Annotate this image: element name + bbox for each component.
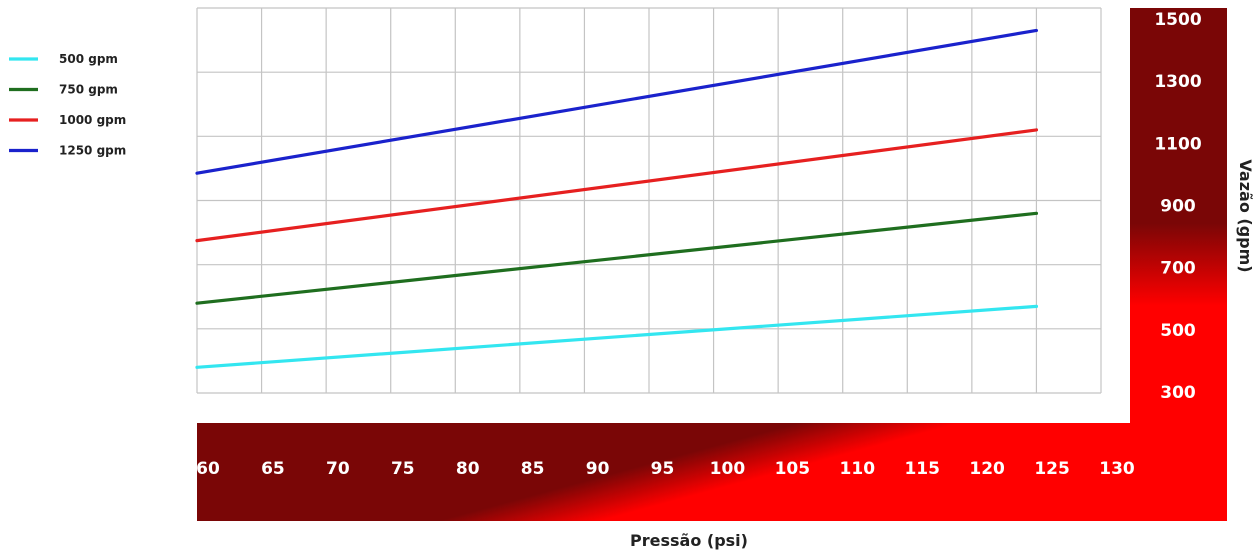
y-tick-labels: 1500 1300 1100 900 700 500 300 — [1154, 10, 1201, 403]
y-tick-label: 300 — [1160, 383, 1196, 403]
legend-label: 750 gpm — [59, 83, 118, 97]
x-tick-label: 90 — [586, 459, 610, 479]
y-tick-label: 700 — [1160, 259, 1196, 279]
x-axis-title: Pressão (psi) — [630, 531, 748, 550]
x-tick-label: 85 — [521, 459, 545, 479]
x-tick-label: 100 — [710, 459, 746, 479]
y-tick-label: 1500 — [1154, 10, 1201, 30]
series-line-1 — [195, 304, 1039, 369]
x-tick-label: 95 — [651, 459, 675, 479]
series-line-2 — [195, 211, 1039, 305]
y-tick-label: 1100 — [1154, 134, 1201, 154]
x-tick-label: 60 — [196, 459, 220, 479]
x-tick-label: 115 — [904, 459, 940, 479]
x-tick-label: 65 — [261, 459, 285, 479]
x-tick-label: 70 — [326, 459, 350, 479]
plot-area — [195, 7, 1102, 394]
y-axis-band — [1130, 8, 1227, 521]
legend-label: 1000 gpm — [59, 113, 126, 127]
y-axis-title: Vazão (gpm) — [1236, 159, 1255, 272]
x-tick-label: 120 — [969, 459, 1005, 479]
x-tick-label: 105 — [775, 459, 811, 479]
x-tick-label: 110 — [840, 459, 876, 479]
x-tick-label: 75 — [391, 459, 415, 479]
x-tick-label: 130 — [1099, 459, 1135, 479]
x-tick-label: 125 — [1034, 459, 1070, 479]
series-line-4 — [195, 28, 1039, 175]
legend-label: 1250 gpm — [59, 144, 126, 158]
y-tick-label: 500 — [1160, 321, 1196, 341]
legend: 500 gpm 750 gpm 1000 gpm 1250 gpm — [9, 52, 126, 158]
series-lines — [195, 28, 1039, 369]
legend-label: 500 gpm — [59, 52, 118, 66]
x-tick-labels: 60 65 70 75 80 85 90 95 100 105 110 115 120 125 130 — [196, 459, 1135, 479]
series-line-3 — [195, 128, 1039, 243]
grid — [196, 7, 1102, 394]
x-tick-label: 80 — [456, 459, 480, 479]
y-tick-label: 1300 — [1154, 72, 1201, 92]
y-tick-label: 900 — [1160, 197, 1196, 217]
x-axis-band — [197, 423, 1227, 521]
